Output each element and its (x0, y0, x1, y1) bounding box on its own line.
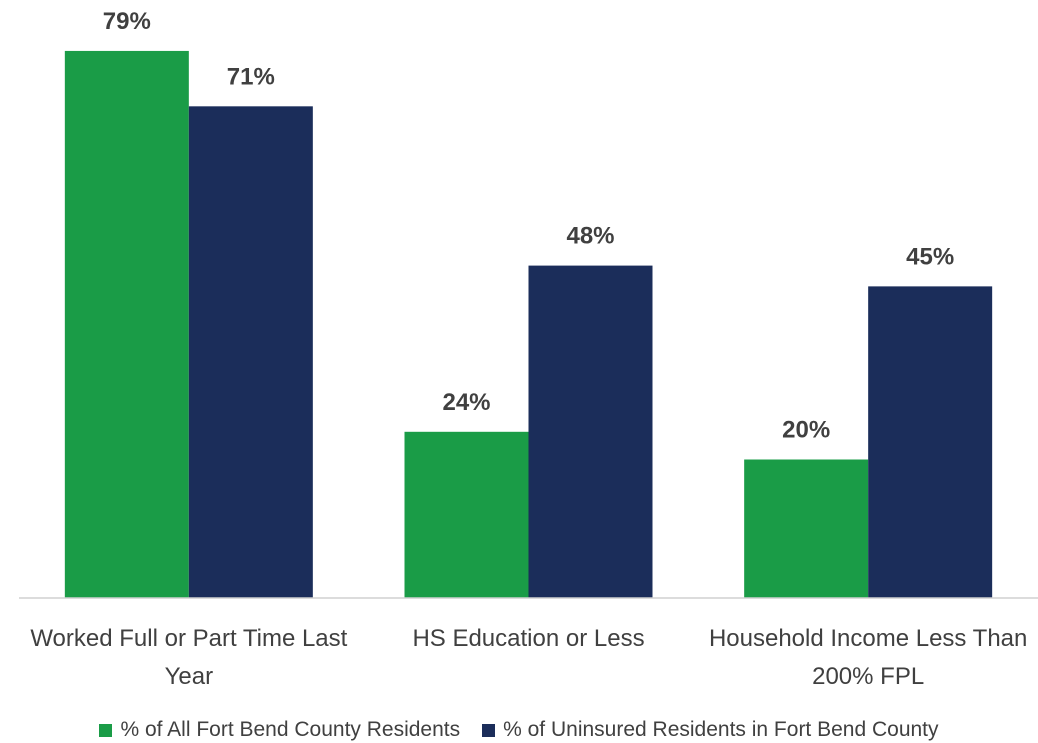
x-tick-label: HS Education or Less (412, 625, 645, 652)
x-tick-label: Household Income Less Than 200% FPL (708, 625, 1028, 690)
legend-swatch (99, 723, 113, 737)
data-label: 45% (906, 243, 954, 270)
x-tick-label: Worked Full or Part Time Last Year (30, 625, 348, 690)
legend-item: % of All Fort Bend County Residents (99, 718, 460, 742)
bar (868, 286, 993, 598)
legend-label: % of All Fort Bend County Residents (120, 718, 461, 741)
bar (744, 459, 869, 598)
legend-swatch (482, 723, 496, 737)
data-label: 79% (103, 8, 151, 35)
bar (528, 265, 653, 598)
bar (64, 50, 189, 599)
bar (404, 431, 529, 598)
data-label: 48% (566, 223, 614, 250)
data-label: 24% (442, 389, 490, 416)
data-label: 71% (227, 63, 275, 90)
legend: % of All Fort Bend County Residents % of … (0, 718, 1038, 742)
data-label: 20% (782, 417, 830, 444)
bar (188, 106, 313, 598)
legend-label: % of Uninsured Residents in Fort Bend Co… (503, 718, 939, 741)
legend-item: % of Uninsured Residents in Fort Bend Co… (482, 718, 939, 742)
